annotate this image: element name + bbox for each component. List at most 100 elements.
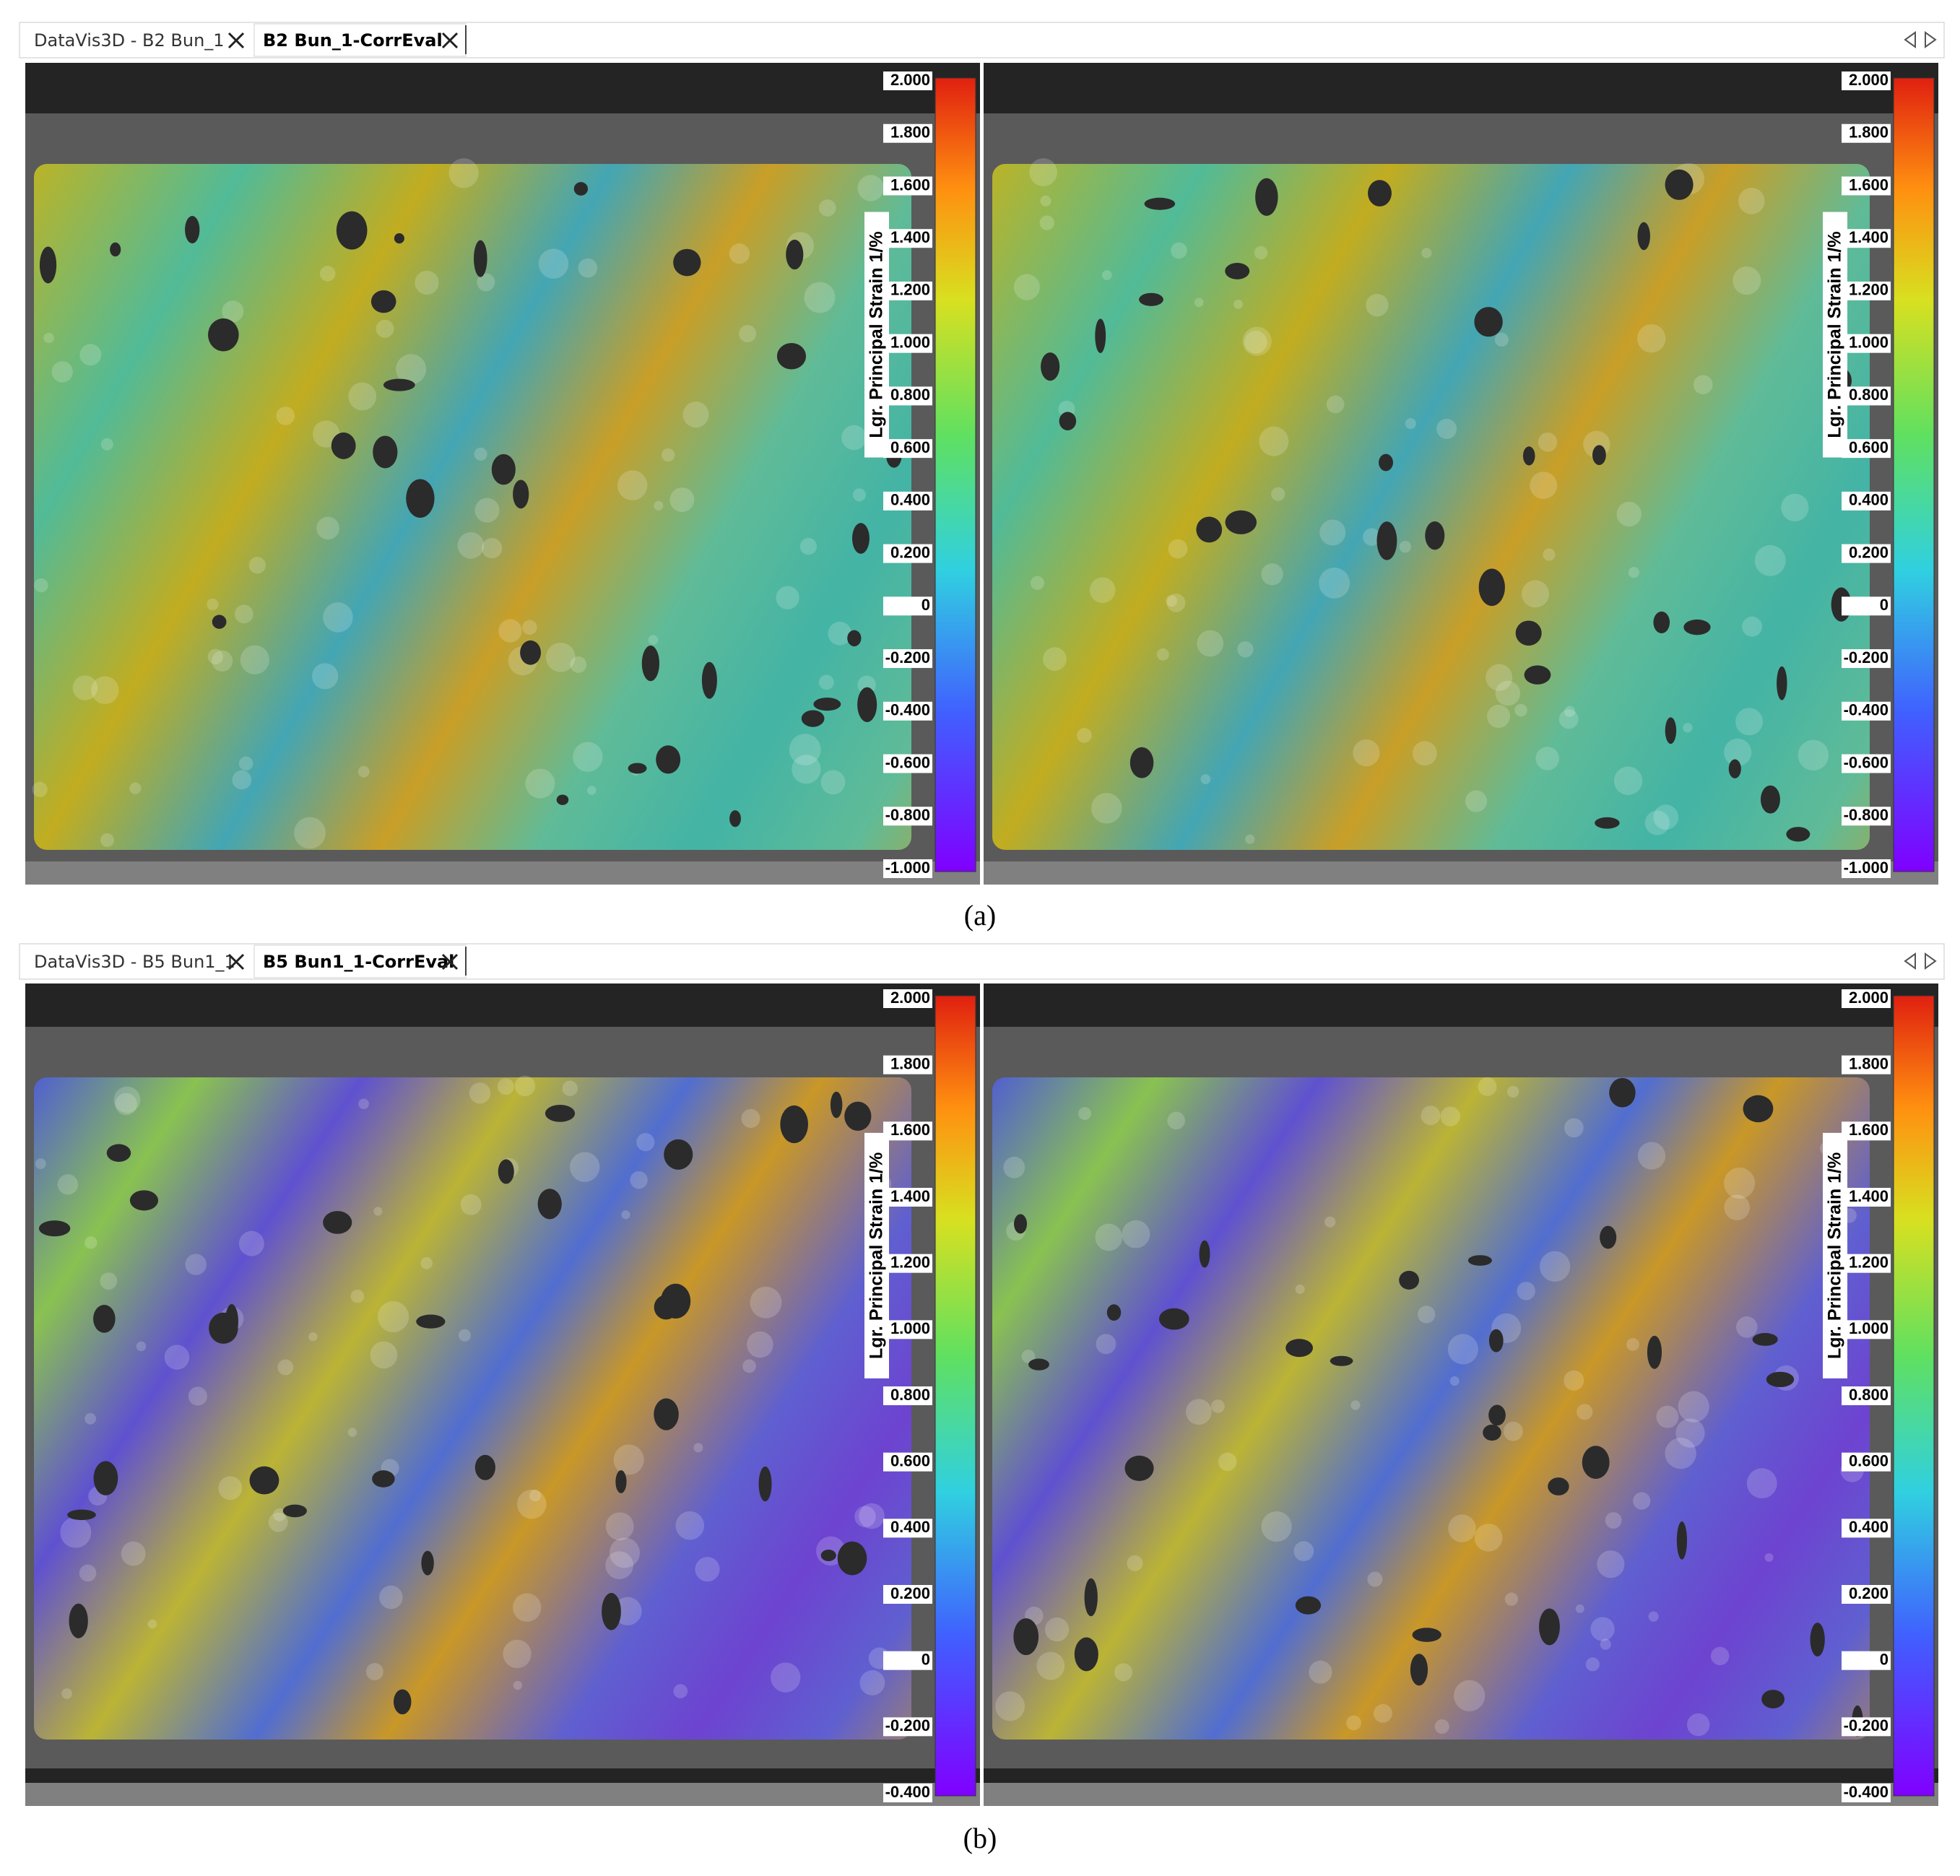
speckle: [1754, 544, 1786, 576]
void: [106, 1144, 131, 1162]
speckle: [1564, 1370, 1584, 1391]
tab[interactable]: B5 Bun1_1-CorrEval: [263, 952, 454, 972]
void: [406, 479, 435, 518]
speckle: [1543, 548, 1556, 561]
colorbar-tick-label: 1.200: [890, 281, 930, 299]
speckle: [630, 1171, 648, 1189]
colorbar: [1893, 995, 1935, 1797]
void: [1653, 611, 1670, 634]
speckle: [136, 1341, 147, 1352]
speckle: [1261, 563, 1283, 586]
bottom-band: [25, 1783, 980, 1806]
speckle: [115, 1093, 137, 1116]
tab-close[interactable]: [227, 953, 245, 970]
tick-label-bg: [883, 596, 932, 616]
colorbar: [935, 77, 976, 872]
speckle: [682, 401, 709, 428]
tab[interactable]: DataVis3D - B2 Bun_1: [34, 30, 225, 51]
scroll-right[interactable]: [1925, 31, 1937, 48]
speckle: [648, 635, 659, 646]
speckle: [415, 270, 439, 295]
scroll-left[interactable]: [1904, 31, 1916, 48]
void: [1548, 1477, 1569, 1495]
speckle: [477, 273, 495, 292]
colorbar-tick-label: 0.400: [890, 491, 930, 509]
speckle: [1244, 330, 1267, 354]
void: [1376, 521, 1397, 560]
void: [1582, 1446, 1610, 1479]
tab-close[interactable]: [441, 953, 459, 970]
speckle: [188, 1386, 207, 1406]
speckle: [1449, 1376, 1460, 1386]
void: [520, 640, 542, 665]
speckle: [348, 382, 377, 411]
speckle: [1030, 576, 1045, 590]
speckle: [613, 1444, 644, 1475]
speckle: [238, 756, 253, 771]
void: [1379, 453, 1393, 472]
speckle: [308, 1332, 318, 1342]
void: [628, 763, 647, 774]
tab-close[interactable]: [227, 32, 245, 49]
void: [1665, 169, 1694, 200]
speckle: [1259, 426, 1289, 456]
speckle: [605, 1512, 634, 1541]
void: [1478, 568, 1505, 607]
tab-close[interactable]: [441, 32, 459, 49]
colorbar-tick-label: -0.200: [885, 1716, 930, 1734]
speckle: [741, 1108, 760, 1128]
colorbar-tick-label: 0.600: [890, 438, 930, 456]
speckle: [294, 817, 326, 849]
void: [615, 1470, 627, 1493]
active-tab-bg: [253, 944, 467, 978]
speckle: [828, 622, 852, 646]
speckle: [1735, 708, 1764, 736]
colorbar-tick-label: 0.200: [1849, 1584, 1889, 1602]
colorbar-tick-label: -0.600: [1844, 753, 1889, 771]
speckle: [1013, 274, 1040, 300]
void: [1752, 1333, 1778, 1346]
speckle: [1535, 747, 1560, 770]
colorbar-label-bg: [1823, 212, 1847, 458]
speckle: [1421, 248, 1432, 259]
void: [1766, 1371, 1795, 1388]
void: [38, 1220, 71, 1237]
speckle: [1474, 1524, 1503, 1552]
void: [813, 698, 841, 711]
speckle: [323, 602, 353, 633]
speckle: [420, 1256, 433, 1269]
tick-label-bg: [1842, 1320, 1891, 1339]
speckle: [695, 1557, 720, 1582]
void: [1425, 521, 1445, 550]
speckle: [91, 676, 119, 704]
void: [1028, 1358, 1049, 1371]
speckle: [1564, 1118, 1584, 1138]
colorbar-tick-label: -0.400: [885, 1783, 930, 1801]
tab[interactable]: B2 Bun_1-CorrEval: [263, 30, 443, 51]
speckle: [32, 781, 48, 797]
speckle: [1373, 1703, 1392, 1723]
void: [1777, 666, 1787, 700]
tick-label-bg: [883, 1452, 932, 1472]
speckle: [113, 1086, 141, 1113]
speckle: [1003, 1156, 1025, 1178]
speckle: [1156, 648, 1169, 661]
tick-label-bg: [883, 1386, 932, 1405]
speckle: [1636, 323, 1666, 353]
scroll-left[interactable]: [1904, 952, 1916, 970]
void: [323, 1211, 352, 1234]
speckle: [1465, 790, 1488, 812]
colorbar-tick-label: 1.400: [1849, 1187, 1889, 1205]
scroll-right[interactable]: [1925, 952, 1937, 970]
void: [1488, 1329, 1504, 1352]
void: [69, 1603, 88, 1638]
speckle: [377, 1300, 409, 1333]
tick-label-bg: [1842, 544, 1891, 563]
speckle: [1665, 1437, 1696, 1469]
tab[interactable]: DataVis3D - B5 Bun1_1: [34, 952, 235, 972]
void: [1412, 1628, 1441, 1642]
speckle: [84, 1236, 97, 1249]
tick-label-bg: [883, 1784, 932, 1802]
tick-label-bg: [1842, 1254, 1891, 1273]
